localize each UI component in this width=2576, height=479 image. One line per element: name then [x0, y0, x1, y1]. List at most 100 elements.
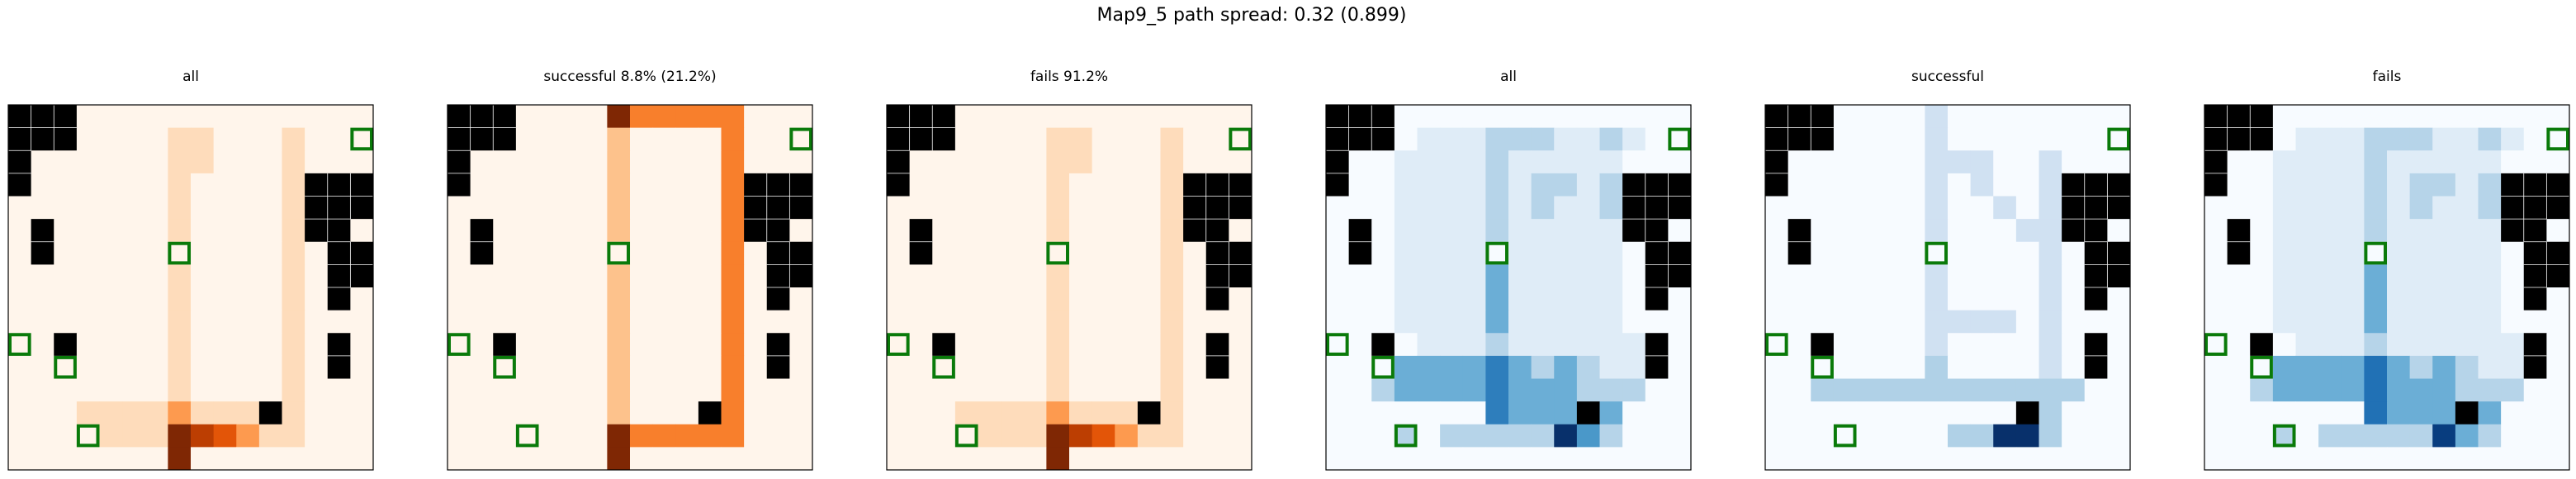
heatmap-cell [2364, 401, 2388, 425]
wall-cell [1348, 105, 1372, 129]
heatmap-cell [766, 447, 790, 471]
heatmap-cell [2455, 424, 2479, 448]
heatmap-cell [2341, 196, 2365, 220]
target-marker [1668, 127, 1692, 151]
heatmap-cell [1091, 105, 1115, 129]
wall-cell [1765, 173, 1789, 197]
heatmap-cell [76, 287, 100, 311]
heatmap-cell [538, 127, 562, 151]
heatmap-cell [675, 105, 699, 129]
heatmap-cell [932, 424, 956, 448]
heatmap-cell [1417, 378, 1441, 402]
heatmap-cell [1348, 287, 1372, 311]
heatmap-cell [493, 241, 517, 265]
heatmap-cell [1371, 173, 1395, 197]
heatmap-cell [954, 424, 978, 448]
heatmap-cell [766, 150, 790, 174]
heatmap-cell [1765, 355, 1789, 379]
heatmap-cell [1948, 219, 1972, 243]
heatmap-cell [2295, 173, 2319, 197]
heatmap-cell [2364, 219, 2388, 243]
heatmap-cell [1993, 424, 2017, 448]
heatmap-cell [607, 378, 631, 402]
heatmap-cell [8, 287, 32, 311]
heatmap-cell [2295, 310, 2319, 334]
wall-cell [2501, 219, 2525, 243]
heatmap-cell [2501, 287, 2525, 311]
heatmap-cell [1622, 264, 1646, 288]
heatmap-cell [1531, 333, 1555, 357]
heatmap-cell [2478, 264, 2502, 288]
heatmap-cell [1229, 378, 1252, 402]
heatmap-cell [675, 287, 699, 311]
heatmap-cell [1901, 264, 1925, 288]
heatmap-cell [1576, 355, 1600, 379]
heatmap-cell [607, 401, 631, 425]
heatmap-cell [54, 287, 78, 311]
heatmap-cell [305, 287, 329, 311]
wall-cell [31, 105, 54, 129]
heatmap-cell [2295, 150, 2319, 174]
heatmap-cell [2546, 333, 2570, 357]
heatmap-cell [168, 333, 192, 357]
heatmap-cell [698, 310, 722, 334]
heatmap-cell [144, 378, 168, 402]
heatmap-cell [1091, 264, 1115, 288]
heatmap-cell [766, 310, 790, 334]
wall-cell [2204, 127, 2228, 151]
heatmap-cell [1137, 264, 1161, 288]
heatmap-cell [213, 150, 237, 174]
heatmap-cell [721, 241, 745, 265]
wall-cell [1765, 127, 1789, 151]
wall-cell [2107, 241, 2131, 265]
heatmap-cell [282, 127, 305, 151]
heatmap-cell [350, 310, 374, 334]
heatmap-cell [1765, 424, 1789, 448]
wall-cell [350, 173, 374, 197]
wall-cell [1668, 241, 1692, 265]
heatmap-cell [1440, 401, 1464, 425]
wall-cell [2523, 355, 2547, 379]
heatmap-cell [168, 196, 192, 220]
heatmap-cell [236, 150, 260, 174]
heatmap-cell [2546, 127, 2570, 151]
heatmap-cell [584, 127, 608, 151]
heatmap-cell [493, 219, 517, 243]
wall-cell [31, 127, 54, 151]
heatmap-cell [1462, 355, 1486, 379]
wall-cell [1205, 287, 1229, 311]
wall-cell [350, 241, 374, 265]
heatmap-cell [2341, 264, 2365, 288]
heatmap-cell [1462, 287, 1486, 311]
target-marker [1394, 424, 1418, 448]
heatmap-cell [1576, 173, 1600, 197]
heatmap-cell [1993, 264, 2017, 288]
heatmap-cell [1091, 287, 1115, 311]
heatmap-cell [2015, 287, 2039, 311]
heatmap-cell [1229, 105, 1252, 129]
heatmap-cell [1599, 355, 1623, 379]
heatmap-cell [1901, 287, 1925, 311]
heatmap-cell [1531, 447, 1555, 471]
heatmap-cell [191, 378, 215, 402]
heatmap-cell [1508, 264, 1532, 288]
heatmap-cell [99, 196, 123, 220]
heatmap-cell [1901, 378, 1925, 402]
heatmap-cell [236, 127, 260, 151]
heatmap-cell [978, 196, 1002, 220]
heatmap-cell [2341, 287, 2365, 311]
wall-cell [54, 333, 78, 357]
heatmap-cell [1394, 424, 1418, 448]
heatmap-cell [1970, 264, 1994, 288]
heatmap-cell [282, 378, 305, 402]
heatmap-cell [1948, 105, 1972, 129]
heatmap-cell [1160, 241, 1184, 265]
heatmap-cell [2387, 241, 2411, 265]
heatmap-cell [1970, 333, 1994, 357]
wall-cell [2062, 196, 2086, 220]
heatmap-cell [887, 264, 911, 288]
heatmap-cell [561, 424, 585, 448]
heatmap-cell [2062, 287, 2086, 311]
heatmap-cell [1622, 355, 1646, 379]
heatmap-cell [1440, 424, 1464, 448]
